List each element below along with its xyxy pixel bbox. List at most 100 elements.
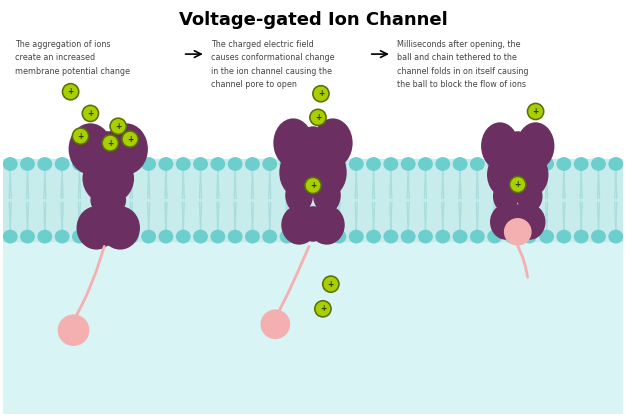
Ellipse shape xyxy=(101,134,119,152)
Text: +: + xyxy=(310,181,316,190)
Ellipse shape xyxy=(516,181,543,212)
Ellipse shape xyxy=(324,277,338,291)
Text: The aggregation of ions
create an increased
membrane potential change: The aggregation of ions create an increa… xyxy=(15,40,130,75)
Ellipse shape xyxy=(401,157,416,171)
Ellipse shape xyxy=(20,157,35,171)
Ellipse shape xyxy=(297,230,312,244)
Ellipse shape xyxy=(526,103,545,121)
Ellipse shape xyxy=(20,230,35,244)
Ellipse shape xyxy=(314,86,328,101)
Ellipse shape xyxy=(281,205,317,245)
Ellipse shape xyxy=(105,123,148,175)
Ellipse shape xyxy=(453,157,468,171)
Ellipse shape xyxy=(309,205,345,245)
Ellipse shape xyxy=(280,157,294,171)
Ellipse shape xyxy=(83,106,98,121)
Ellipse shape xyxy=(314,300,332,318)
Ellipse shape xyxy=(539,230,554,244)
Text: +: + xyxy=(533,107,539,116)
Ellipse shape xyxy=(71,127,90,145)
Ellipse shape xyxy=(332,230,346,244)
Ellipse shape xyxy=(54,157,69,171)
Ellipse shape xyxy=(111,119,125,133)
Ellipse shape xyxy=(76,206,116,250)
Ellipse shape xyxy=(349,230,364,244)
Ellipse shape xyxy=(316,301,331,316)
Ellipse shape xyxy=(305,178,321,193)
Text: +: + xyxy=(127,135,133,143)
Ellipse shape xyxy=(69,123,112,175)
Ellipse shape xyxy=(384,157,398,171)
Text: Milliseconds after opening, the
ball and chain tethered to the
channel folds in : Milliseconds after opening, the ball and… xyxy=(397,40,528,89)
Ellipse shape xyxy=(309,108,327,126)
Ellipse shape xyxy=(141,157,156,171)
Ellipse shape xyxy=(310,110,326,125)
Ellipse shape xyxy=(3,230,18,244)
Ellipse shape xyxy=(505,157,520,171)
Ellipse shape xyxy=(100,206,140,250)
Ellipse shape xyxy=(90,184,126,216)
Ellipse shape xyxy=(487,157,502,171)
Ellipse shape xyxy=(522,230,536,244)
Ellipse shape xyxy=(314,157,329,171)
Ellipse shape xyxy=(314,230,329,244)
Ellipse shape xyxy=(418,157,433,171)
Text: Voltage-gated Ion Channel: Voltage-gated Ion Channel xyxy=(178,11,448,29)
Ellipse shape xyxy=(304,176,322,194)
Ellipse shape xyxy=(245,157,260,171)
Ellipse shape xyxy=(504,131,531,167)
Ellipse shape xyxy=(322,275,340,293)
Ellipse shape xyxy=(539,157,554,171)
Ellipse shape xyxy=(245,230,260,244)
Ellipse shape xyxy=(176,157,191,171)
Ellipse shape xyxy=(514,204,545,240)
Ellipse shape xyxy=(90,230,104,244)
Ellipse shape xyxy=(228,157,242,171)
Ellipse shape xyxy=(297,157,312,171)
Text: +: + xyxy=(68,87,74,96)
Ellipse shape xyxy=(509,176,526,193)
Ellipse shape xyxy=(274,118,313,168)
Ellipse shape xyxy=(313,178,341,213)
Ellipse shape xyxy=(124,157,139,171)
Ellipse shape xyxy=(158,230,173,244)
Ellipse shape xyxy=(608,157,623,171)
Ellipse shape xyxy=(90,157,104,171)
Ellipse shape xyxy=(54,230,69,244)
Ellipse shape xyxy=(608,230,623,244)
Ellipse shape xyxy=(313,118,352,168)
Ellipse shape xyxy=(515,153,548,196)
Ellipse shape xyxy=(193,230,208,244)
Text: +: + xyxy=(315,113,321,122)
Ellipse shape xyxy=(505,204,531,236)
Ellipse shape xyxy=(279,149,315,196)
Ellipse shape xyxy=(123,132,137,146)
Ellipse shape xyxy=(260,309,290,339)
Text: +: + xyxy=(328,280,334,289)
Ellipse shape xyxy=(110,118,127,135)
Ellipse shape xyxy=(72,230,87,244)
Ellipse shape xyxy=(470,157,485,171)
Ellipse shape xyxy=(176,230,191,244)
Ellipse shape xyxy=(3,157,18,171)
Ellipse shape xyxy=(349,157,364,171)
Ellipse shape xyxy=(38,230,52,244)
Ellipse shape xyxy=(38,157,52,171)
Ellipse shape xyxy=(312,85,330,103)
Ellipse shape xyxy=(81,105,100,122)
Ellipse shape xyxy=(93,206,124,246)
Ellipse shape xyxy=(435,230,450,244)
Text: +: + xyxy=(107,138,113,148)
Ellipse shape xyxy=(470,230,485,244)
Ellipse shape xyxy=(401,230,416,244)
Ellipse shape xyxy=(121,130,139,148)
Text: +: + xyxy=(78,132,84,141)
Ellipse shape xyxy=(285,178,313,213)
Ellipse shape xyxy=(504,218,531,246)
Ellipse shape xyxy=(62,83,80,100)
Ellipse shape xyxy=(106,157,121,171)
Bar xyxy=(3,241,623,414)
Ellipse shape xyxy=(493,181,519,212)
Ellipse shape xyxy=(574,230,588,244)
Ellipse shape xyxy=(522,157,536,171)
